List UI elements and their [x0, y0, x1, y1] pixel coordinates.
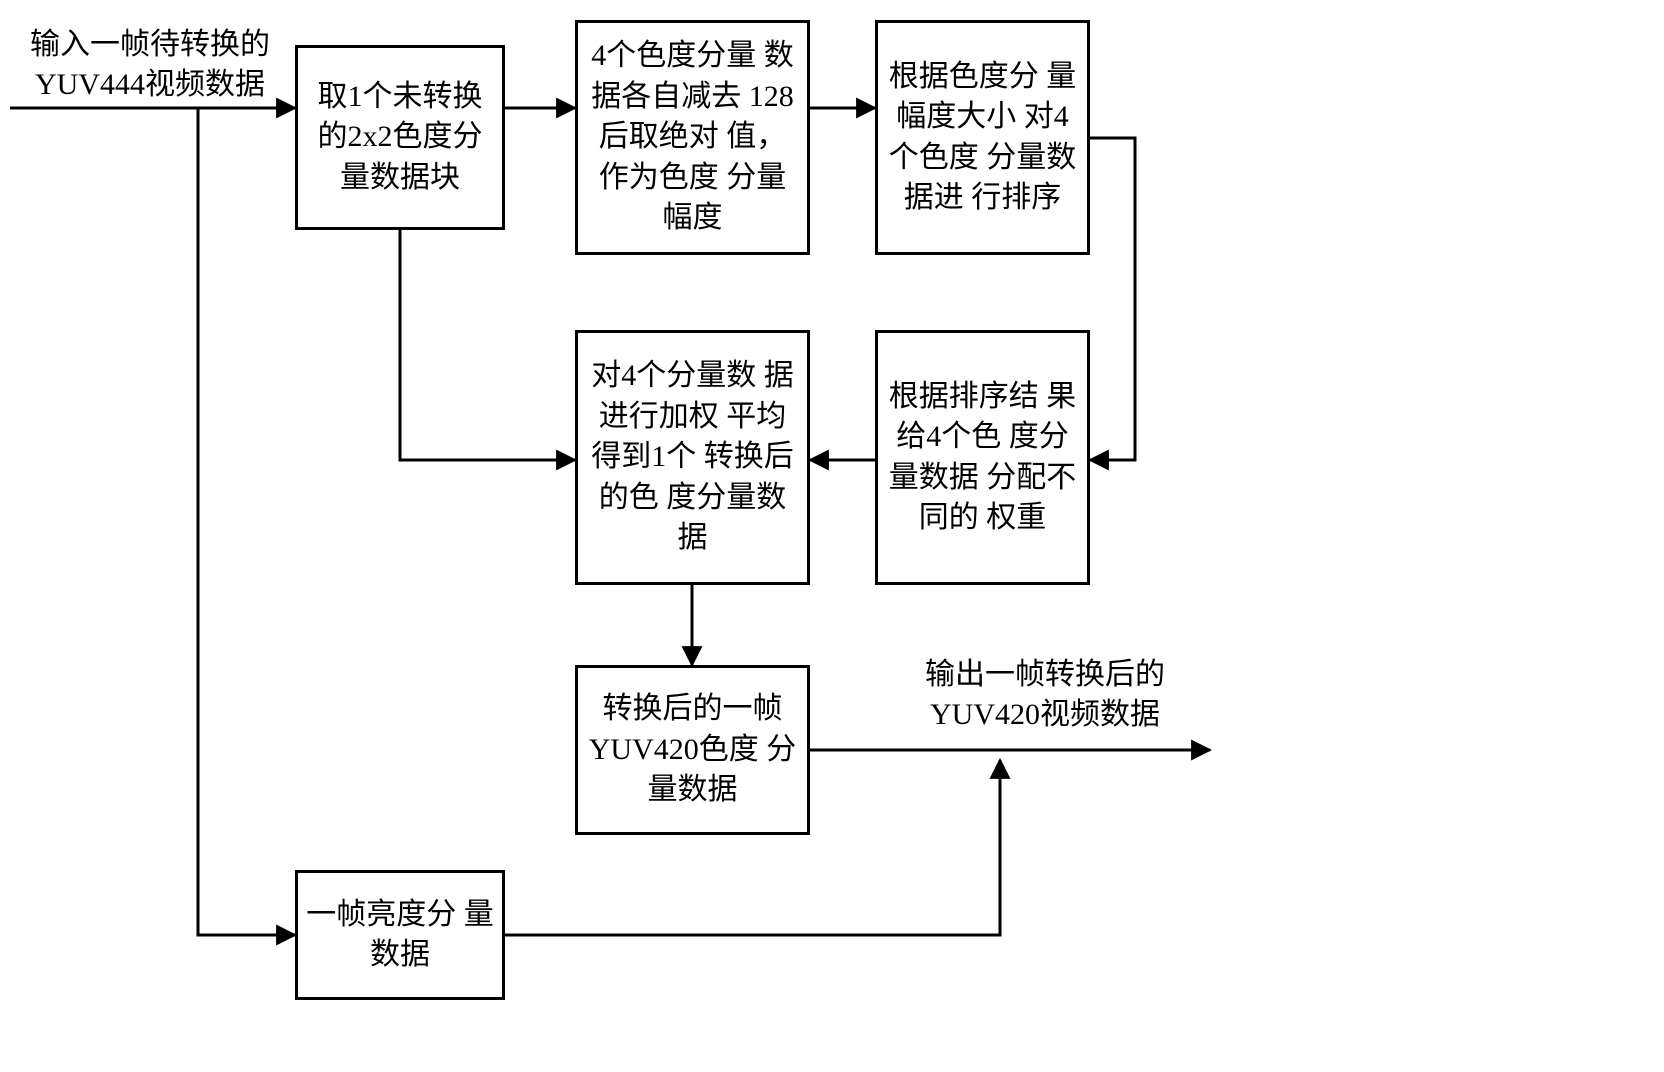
edge-e_take_avg [400, 230, 575, 460]
node-weighted_avg: 对4个分量数 据进行加权 平均得到1个 转换后的色 度分量数据 [575, 330, 810, 585]
node-sort_amp: 根据色度分 量幅度大小 对4个色度 分量数据进 行排序 [875, 20, 1090, 255]
diagram-canvas: 输入一帧待转换的 YUV444视频数据取1个未转换 的2x2色度分 量数据块 4个… [0, 0, 1664, 1072]
node-take_block: 取1个未转换 的2x2色度分 量数据块 [295, 45, 505, 230]
node-luma_frame: 一帧亮度分 量数据 [295, 870, 505, 1000]
edge-e_sort_weight [1090, 138, 1135, 460]
node-output_label: 输出一帧转换后的 YUV420视频数据 [895, 650, 1195, 740]
node-converted_chr: 转换后的一帧 YUV420色度 分量数据 [575, 665, 810, 835]
node-abs_amp: 4个色度分量 数据各自减去 128后取绝对 值，作为色度 分量幅度 [575, 20, 810, 255]
edge-e_in_luma [198, 108, 295, 935]
edges-layer [0, 0, 1664, 1072]
node-assign_weight: 根据排序结 果给4个色 度分量数据 分配不同的 权重 [875, 330, 1090, 585]
node-input_label: 输入一帧待转换的 YUV444视频数据 [10, 20, 290, 110]
